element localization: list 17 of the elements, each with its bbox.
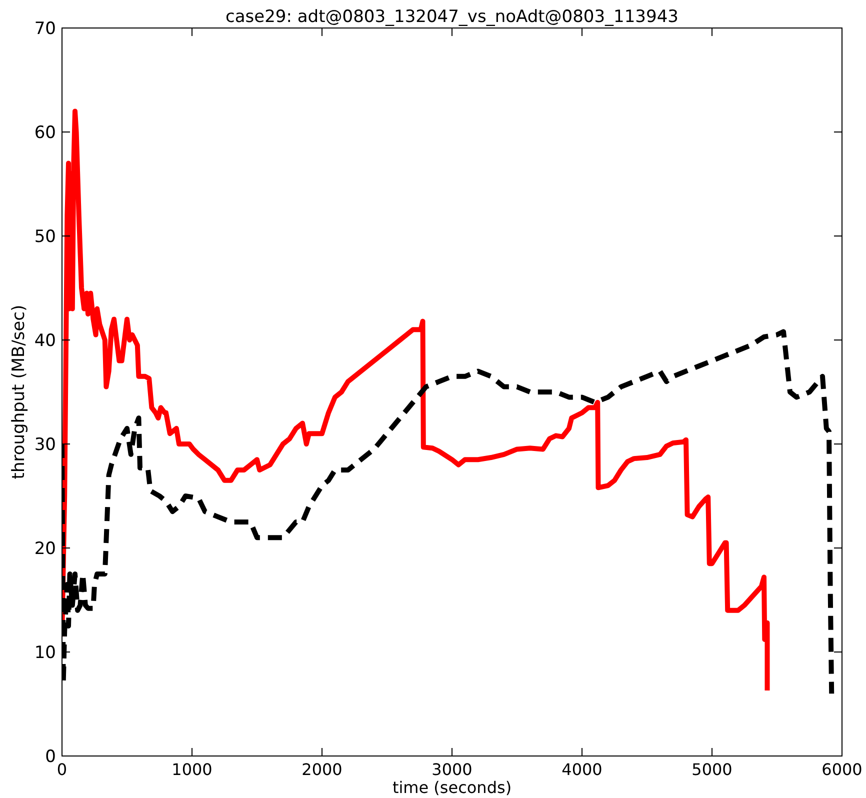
y-tick-label: 30 [34, 434, 56, 455]
chart-title: case29: adt@0803_132047_vs_noAdt@0803_113943 [226, 7, 678, 27]
y-tick-label: 20 [34, 538, 56, 559]
x-tick-label: 6000 [822, 760, 862, 779]
x-tick-label: 0 [56, 760, 68, 779]
x-axis-title: time (seconds) [392, 778, 512, 797]
y-axis-title: throughput (MB/sec) [9, 304, 29, 480]
x-tick-label: 2000 [302, 760, 342, 779]
y-tick-label: 50 [34, 226, 56, 247]
y-tick-label: 60 [34, 122, 56, 143]
x-tick-label: 3000 [432, 760, 472, 779]
y-tick-label: 70 [34, 18, 56, 39]
x-tick-label: 4000 [562, 760, 602, 779]
y-tick-label: 10 [34, 642, 56, 663]
x-tick-label: 5000 [692, 760, 732, 779]
x-tick-label: 1000 [172, 760, 212, 779]
y-tick-label: 40 [34, 330, 56, 351]
